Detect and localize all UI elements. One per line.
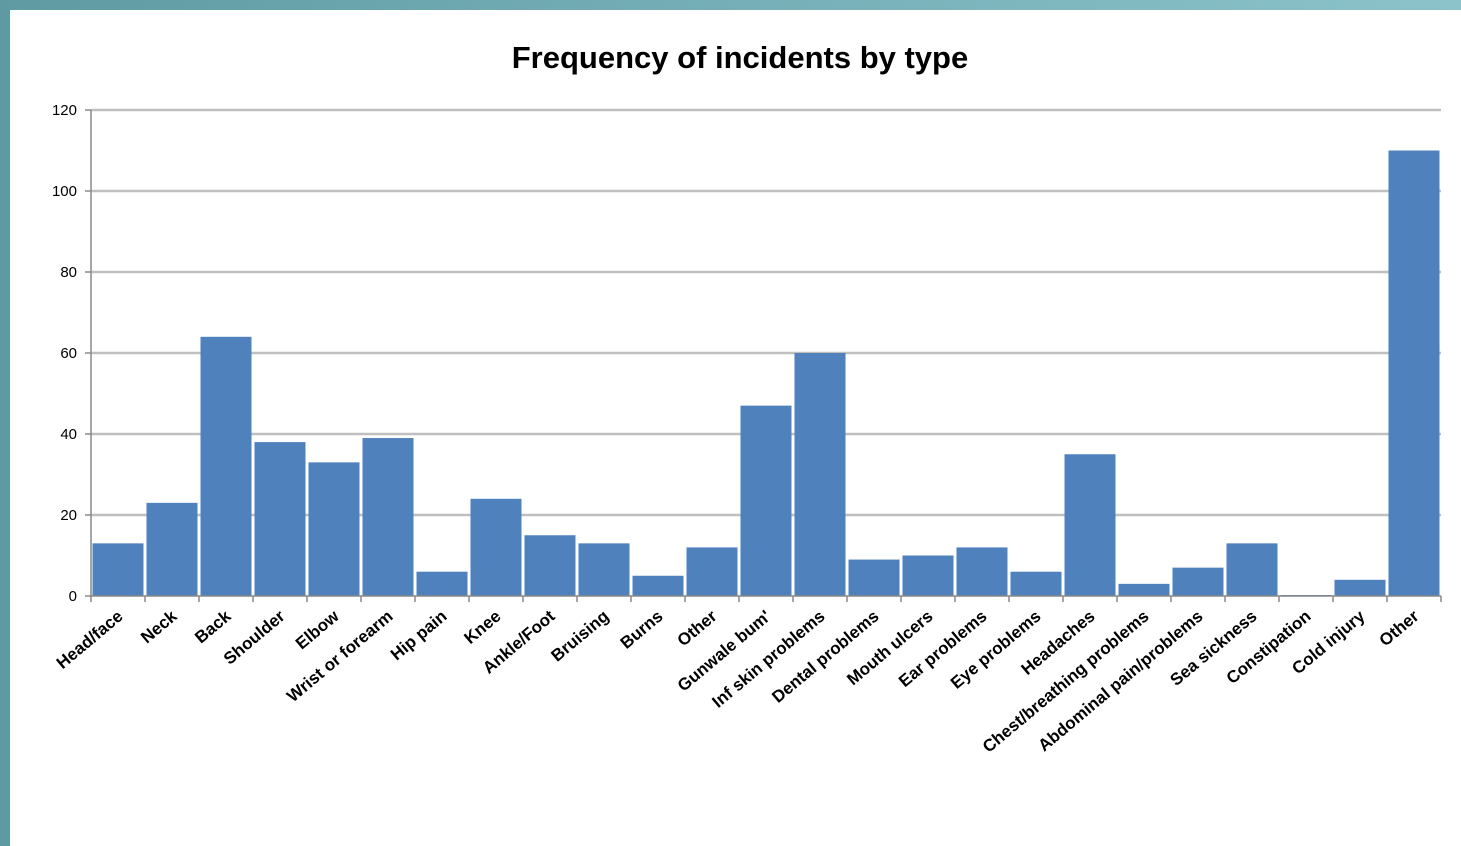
x-tick-label: Neck xyxy=(137,606,181,647)
bar xyxy=(1118,583,1170,596)
x-tick-label: Shoulder xyxy=(220,606,289,668)
y-tick-label: 40 xyxy=(60,426,77,443)
bar xyxy=(1388,150,1440,596)
y-tick-label: 60 xyxy=(60,345,77,362)
chart-panel: Frequency of incidents by type 0 20 40 60 80… xyxy=(10,10,1461,846)
axes xyxy=(85,109,1442,602)
bar xyxy=(740,405,792,596)
bar xyxy=(686,547,738,596)
bar xyxy=(1334,579,1386,596)
y-tick-label: 120 xyxy=(52,102,77,119)
bar xyxy=(632,575,684,596)
x-tick-label: Hip pain xyxy=(387,607,451,665)
x-tick-label: Head/face xyxy=(53,607,127,673)
bar xyxy=(956,547,1008,596)
gridlines xyxy=(91,108,1441,517)
bar xyxy=(308,462,360,596)
y-tick-label: 20 xyxy=(60,507,77,524)
x-tick-label: Elbow xyxy=(292,606,343,653)
bar xyxy=(1064,454,1116,596)
bar xyxy=(92,543,144,596)
bar xyxy=(1010,571,1062,596)
bar xyxy=(1172,567,1224,596)
x-tick-label: Bruising xyxy=(548,607,613,666)
bar xyxy=(146,502,198,596)
y-tick-labels: 0 20 40 60 80 100 120 xyxy=(52,102,77,605)
bar xyxy=(200,336,252,596)
y-tick-label: 100 xyxy=(52,183,77,200)
x-tick-label: Gunwale bum' xyxy=(674,607,775,696)
x-tick-label: Back xyxy=(191,606,235,647)
y-tick-label: 0 xyxy=(69,588,77,605)
bar xyxy=(794,353,846,596)
chart-title: Frequency of incidents by type xyxy=(512,40,968,75)
bar-chart: Frequency of incidents by type 0 20 40 60 80… xyxy=(52,40,1442,756)
x-tick-label: Burns xyxy=(617,607,667,653)
x-tick-label: Knee xyxy=(461,607,505,648)
bar xyxy=(902,555,954,596)
bar xyxy=(470,498,522,596)
bars xyxy=(92,150,1440,596)
bar xyxy=(362,438,414,596)
x-tick-label: Other xyxy=(1376,606,1423,650)
bar xyxy=(578,543,630,596)
bar xyxy=(848,559,900,596)
y-tick-label: 80 xyxy=(60,264,77,281)
bar xyxy=(254,442,306,596)
x-tick-label: Other xyxy=(674,606,721,650)
bar xyxy=(524,535,576,596)
bar xyxy=(1226,543,1278,596)
bar xyxy=(416,571,468,596)
